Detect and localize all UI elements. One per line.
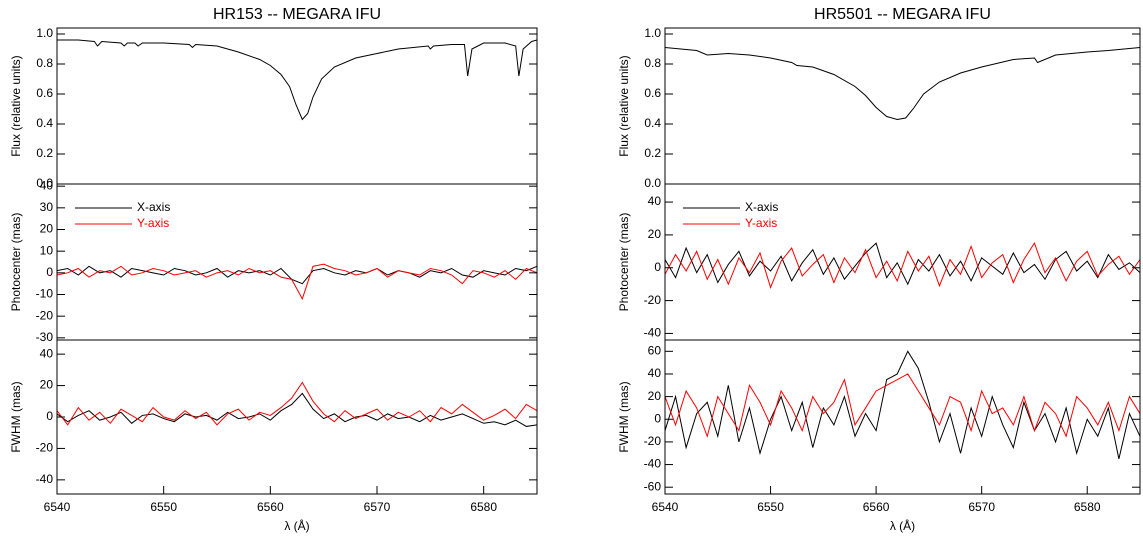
y-tick-label: 0.6 [644, 86, 661, 100]
y-axis-label: FWHM (mas) [9, 381, 23, 452]
data-line [665, 350, 1140, 460]
y-tick-label: 0 [654, 260, 661, 274]
y-tick-label: -60 [644, 479, 662, 493]
y-tick-label: 1.0 [36, 26, 53, 40]
data-line [57, 263, 537, 301]
x-axis-label: λ (Å) [890, 518, 915, 533]
y-axis-label: Flux (relative units) [9, 55, 23, 156]
y-tick-label: -20 [644, 293, 662, 307]
panel-title: HR5501 -- MEGARA IFU [814, 6, 991, 23]
data-line [665, 241, 1140, 289]
panel: -40 -20 0 20 40 Photocenter (mas) X-axis Y-axis [617, 183, 1141, 341]
y-tick-label: 1.0 [644, 26, 661, 40]
x-tick-label: 6580 [1074, 500, 1101, 514]
y-tick-label: 0.8 [36, 56, 53, 70]
y-tick-label: 40 [648, 194, 662, 208]
y-axis-label: Flux (relative units) [617, 55, 631, 156]
legend-label: X-axis [745, 200, 778, 214]
data-line [665, 242, 1140, 286]
legend-label: Y-axis [745, 216, 777, 230]
y-tick-label: -10 [36, 287, 54, 301]
y-tick-label: 30 [40, 200, 54, 214]
frame [56, 339, 538, 495]
y-tick-label: 20 [40, 378, 54, 392]
data-line [57, 265, 537, 285]
x-tick-label: 6560 [257, 500, 284, 514]
panel: -30 -20 -10 0 10 20 30 40 Photocenter (mas) X-axi… [9, 178, 538, 344]
y-tick-label: 20 [648, 389, 662, 403]
y-tick-label: 20 [648, 227, 662, 241]
y-axis-label: Photocenter (mas) [617, 213, 631, 312]
panel: -60 -40 -20 0 20 40 60 6540 6550 6560 6570 6580 λ (Å… [617, 339, 1141, 533]
y-tick-label: -40 [644, 457, 662, 471]
y-tick-label: 0.4 [36, 116, 53, 130]
y-tick-label: 60 [648, 343, 662, 357]
y-tick-label: 0 [46, 265, 53, 279]
y-tick-label: 0 [46, 409, 53, 423]
data-line [57, 392, 537, 427]
y-tick-label: 40 [40, 178, 54, 192]
y-tick-label: 0.0 [36, 176, 53, 190]
y-tick-label: -20 [644, 434, 662, 448]
y-tick-label: 0.2 [36, 146, 53, 160]
y-tick-label: 40 [648, 366, 662, 380]
y-tick-label: 40 [40, 346, 54, 360]
plot-area [57, 381, 537, 427]
y-tick-label: 0.8 [644, 56, 661, 70]
x-axis-label: λ (Å) [284, 518, 309, 533]
plot-area [57, 263, 537, 301]
x-tick-label: 6550 [150, 500, 177, 514]
frame [664, 27, 1141, 185]
data-line [57, 381, 537, 426]
y-tick-label: 0 [654, 411, 661, 425]
plot-area [665, 47, 1140, 121]
y-axis-label: FWHM (mas) [617, 381, 631, 452]
plot-area [665, 350, 1140, 460]
panel: 0.0 0.2 0.4 0.6 0.8 1.0 HR153 -- MEGARA IFU Flu… [9, 6, 538, 190]
data-line [665, 373, 1140, 438]
y-tick-label: 20 [40, 222, 54, 236]
y-tick-label: -20 [36, 308, 54, 322]
x-tick-label: 6570 [364, 500, 391, 514]
y-tick-label: -40 [644, 326, 662, 340]
y-tick-label: 0.4 [644, 116, 661, 130]
frame [664, 339, 1141, 495]
legend-label: Y-axis [137, 216, 169, 230]
legend-label: X-axis [137, 200, 170, 214]
y-tick-label: 0.0 [644, 176, 661, 190]
y-tick-label: 0.2 [644, 146, 661, 160]
plot-area [57, 39, 537, 121]
y-tick-label: -20 [36, 441, 54, 455]
x-tick-label: 6540 [652, 500, 679, 514]
y-axis-label: Photocenter (mas) [9, 213, 23, 312]
x-tick-label: 6550 [757, 500, 784, 514]
panel: -40 -20 0 20 40 6540 6550 6560 6570 6580 λ (Å) FWHM… [9, 339, 538, 533]
data-line [57, 39, 537, 121]
frame [56, 183, 538, 341]
y-tick-label: 10 [40, 243, 54, 257]
x-tick-label: 6580 [470, 500, 497, 514]
y-tick-label: -30 [36, 330, 54, 344]
y-tick-label: -40 [36, 472, 54, 486]
panel: 0.0 0.2 0.4 0.6 0.8 1.0 HR5501 -- MEGARA IFU Fl… [617, 6, 1141, 190]
x-tick-label: 6570 [968, 500, 995, 514]
data-line [665, 47, 1140, 121]
y-tick-label: 0.6 [36, 86, 53, 100]
x-tick-label: 6560 [863, 500, 890, 514]
panel-title: HR153 -- MEGARA IFU [213, 6, 381, 23]
plot-area [665, 241, 1140, 289]
frame [664, 183, 1141, 341]
x-tick-label: 6540 [44, 500, 71, 514]
